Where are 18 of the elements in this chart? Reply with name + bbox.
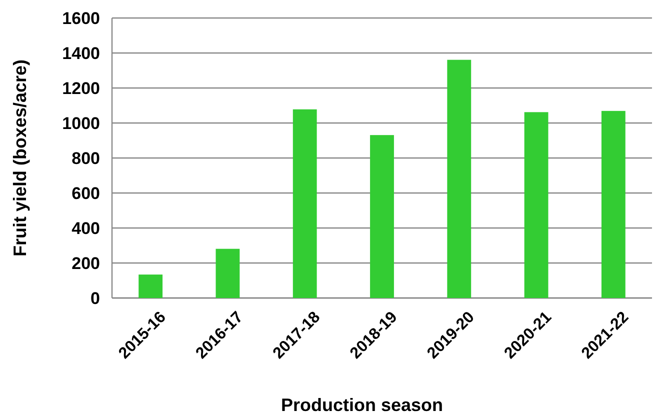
y-tick-label: 1000: [62, 114, 100, 133]
y-tick-label: 800: [72, 148, 100, 168]
bar: [524, 112, 548, 298]
bar: [601, 110, 626, 298]
y-tick-label: 1200: [62, 78, 100, 98]
bar: [447, 60, 472, 298]
y-tick-label: 600: [72, 184, 100, 203]
bar: [216, 248, 240, 298]
x-axis-title: Production season: [280, 395, 444, 415]
y-tick-label: 1600: [62, 8, 100, 28]
y-tick-label: 200: [72, 254, 100, 273]
y-tick-label: 0: [90, 288, 100, 308]
bar: [370, 135, 394, 298]
y-tick-label: 400: [72, 218, 100, 238]
y-axis-title: Fruit yield (boxes/acre): [10, 59, 30, 257]
bar: [138, 274, 163, 298]
bar: [292, 109, 317, 298]
y-tick-label: 1400: [62, 44, 100, 63]
